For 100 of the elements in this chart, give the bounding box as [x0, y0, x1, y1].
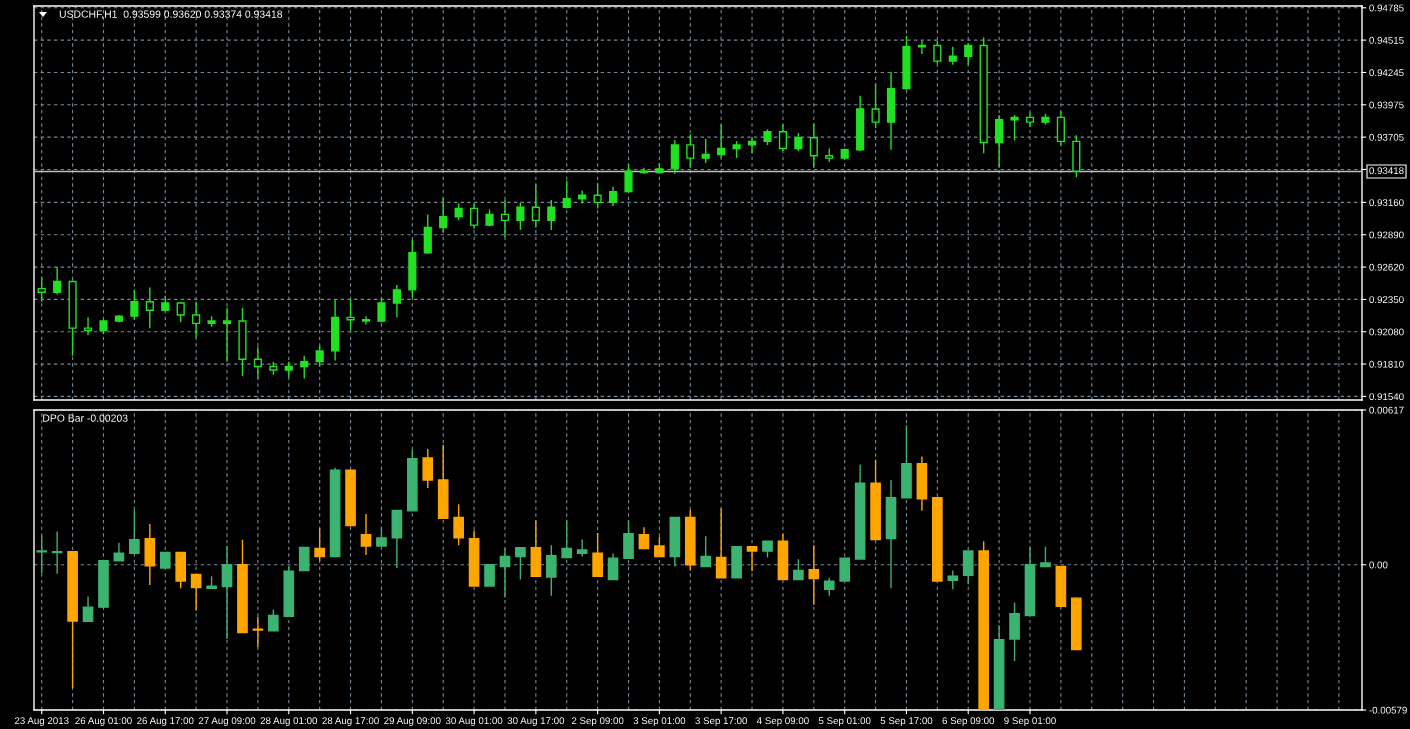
x-tick-label: 23 Aug 2013	[14, 717, 69, 727]
candlestick	[37, 275, 46, 303]
candlestick	[732, 140, 741, 159]
candlestick	[839, 556, 851, 583]
candlestick	[607, 552, 619, 581]
candlestick	[175, 551, 187, 590]
candlestick	[268, 608, 279, 632]
candlestick	[871, 83, 880, 129]
candlestick	[1056, 110, 1065, 146]
x-tick-label: 3 Sep 01:00	[633, 717, 686, 727]
candlestick	[1041, 113, 1050, 126]
candlestick	[995, 114, 1004, 169]
x-tick-label: 29 Aug 09:00	[384, 717, 441, 727]
candlestick	[823, 577, 835, 597]
candlestick	[253, 346, 262, 380]
x-tick-label: 4 Sep 09:00	[756, 717, 809, 727]
candlestick	[654, 536, 665, 558]
candlestick	[762, 539, 773, 559]
candlestick	[453, 503, 464, 546]
candlestick	[561, 519, 573, 559]
candlestick	[144, 523, 156, 586]
candlestick	[238, 307, 247, 377]
y-tick-label: 0.00617	[1369, 406, 1404, 414]
candlestick	[808, 544, 820, 606]
candlestick	[360, 513, 372, 556]
candlestick	[701, 138, 710, 164]
candlestick	[206, 575, 217, 590]
candlestick	[207, 315, 216, 328]
y-tick-label: 0.00	[1369, 561, 1388, 569]
candlestick	[793, 558, 804, 581]
y-tick-label: 0.93705	[1369, 133, 1404, 141]
candlestick	[1070, 596, 1082, 651]
candlestick	[159, 551, 171, 570]
candlestick	[346, 298, 355, 332]
candlestick	[222, 307, 232, 363]
x-tick-label: 30 Aug 17:00	[507, 717, 565, 727]
candlestick	[515, 546, 526, 581]
candlestick	[284, 360, 293, 378]
candlestick	[53, 266, 62, 296]
candlestick	[655, 162, 664, 175]
candlestick	[51, 530, 63, 575]
candlestick	[993, 624, 1005, 710]
y-tick-label: 0.93160	[1369, 199, 1404, 207]
y-tick-label: -0.00579	[1369, 706, 1407, 714]
candlestick	[329, 466, 341, 559]
candlestick	[684, 509, 696, 572]
candlestick	[825, 147, 834, 163]
candlestick	[500, 199, 510, 238]
candlestick	[578, 189, 587, 205]
candlestick	[98, 559, 109, 609]
candlestick	[962, 549, 974, 586]
candlestick	[979, 36, 988, 154]
candlestick	[809, 122, 818, 169]
candlestick	[669, 516, 681, 568]
candlestick	[547, 199, 556, 231]
candlestick	[948, 46, 957, 66]
candlestick	[315, 345, 324, 368]
candlestick	[562, 180, 571, 210]
candlestick	[978, 540, 990, 710]
x-tick-label: 28 Aug 17:00	[322, 717, 379, 727]
candlestick	[345, 468, 356, 528]
ref-line-label: 0.93418	[1369, 167, 1404, 175]
candlestick	[82, 595, 94, 623]
candlestick	[794, 132, 803, 152]
candlestick	[391, 509, 403, 569]
candlestick	[298, 546, 310, 572]
candlestick	[947, 569, 959, 591]
candlestick	[1072, 134, 1081, 178]
candlestick	[1040, 546, 1051, 568]
x-tick-label: 5 Sep 01:00	[818, 717, 871, 727]
candlestick	[377, 297, 386, 323]
candlestick	[545, 544, 557, 597]
x-tick-label: 6 Sep 09:00	[942, 717, 995, 727]
candlestick	[670, 139, 679, 175]
chart-title: USDCHF,H1 0.93599 0.93620 0.93374 0.93418	[59, 10, 283, 20]
candlestick	[856, 95, 865, 152]
candlestick	[161, 295, 170, 313]
candlestick	[777, 532, 789, 581]
candlestick	[686, 133, 695, 169]
candlestick	[731, 545, 742, 580]
x-tick-label: 30 Aug 01:00	[445, 717, 503, 727]
candlestick	[129, 509, 140, 555]
candlestick	[192, 301, 201, 339]
candlestick	[639, 166, 649, 175]
y-tick-label: 0.92890	[1369, 231, 1404, 239]
candlestick	[717, 123, 726, 159]
candlestick	[746, 545, 758, 572]
candlestick	[283, 565, 295, 618]
candlestick	[870, 458, 881, 541]
candlestick	[361, 315, 371, 326]
candlestick	[114, 314, 124, 323]
candlestick	[885, 479, 897, 590]
chart-title: DPO Bar -0.00203	[43, 414, 128, 422]
candlestick	[190, 573, 202, 612]
candlestick	[470, 202, 479, 230]
candlestick	[747, 137, 757, 154]
candlestick	[468, 529, 480, 588]
x-tick-label: 5 Sep 17:00	[880, 717, 933, 727]
candlestick	[1055, 565, 1067, 608]
candlestick	[576, 538, 588, 558]
